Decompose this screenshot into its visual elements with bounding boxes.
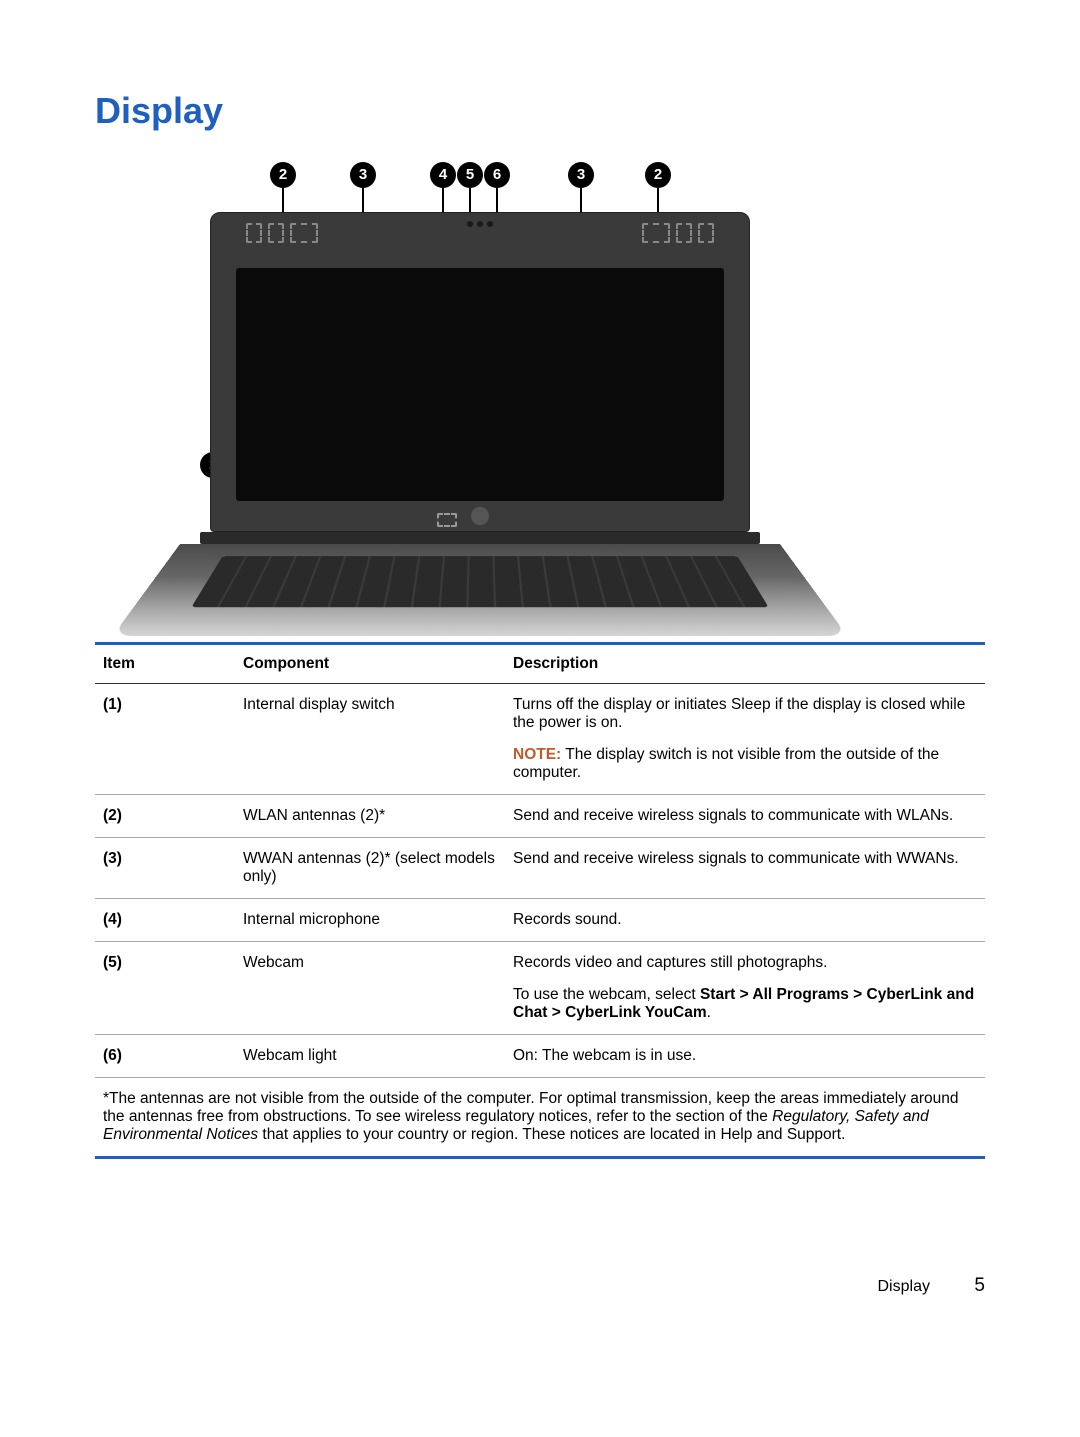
table-footnote: *The antennas are not visible from the o…	[95, 1078, 985, 1158]
cell-description: Records video and captures still photogr…	[505, 942, 985, 1035]
table-row: (3)WWAN antennas (2)* (select models onl…	[95, 838, 985, 899]
callout-badge: 2	[270, 162, 296, 188]
display-switch-marker	[437, 513, 457, 527]
section-heading: Display	[95, 90, 985, 132]
cell-description: Turns off the display or initiates Sleep…	[505, 684, 985, 795]
screen-bezel	[210, 212, 750, 532]
page-number: 5	[974, 1275, 985, 1296]
cell-component: WWAN antennas (2)* (select models only)	[235, 838, 505, 899]
table-row: (6)Webcam lightOn: The webcam is in use.	[95, 1035, 985, 1078]
bezel-logo	[471, 507, 489, 525]
cell-description: Send and receive wireless signals to com…	[505, 795, 985, 838]
cell-component: Webcam	[235, 942, 505, 1035]
webcam-area	[467, 221, 493, 227]
callout-badge: 6	[484, 162, 510, 188]
cell-item: (5)	[95, 942, 235, 1035]
cell-item: (1)	[95, 684, 235, 795]
table-row: (4)Internal microphoneRecords sound.	[95, 899, 985, 942]
antenna-marks-right	[642, 223, 714, 243]
cell-item: (4)	[95, 899, 235, 942]
note-label: NOTE:	[513, 746, 561, 763]
callout-badge: 3	[350, 162, 376, 188]
cell-item: (6)	[95, 1035, 235, 1078]
cell-description: On: The webcam is in use.	[505, 1035, 985, 1078]
table-row: (1)Internal display switchTurns off the …	[95, 684, 985, 795]
cell-component: Internal microphone	[235, 899, 505, 942]
callout-badge: 4	[430, 162, 456, 188]
laptop-illustration	[210, 212, 750, 664]
screen	[236, 268, 724, 501]
page-footer: Display 5	[878, 1275, 986, 1297]
cell-component: Webcam light	[235, 1035, 505, 1078]
keyboard-deck	[180, 544, 780, 664]
table-row: (5)WebcamRecords video and captures stil…	[95, 942, 985, 1035]
callout-badge: 3	[568, 162, 594, 188]
component-table: Item Component Description (1)Internal d…	[95, 642, 985, 1159]
display-diagram: 23456321	[155, 162, 805, 622]
cell-item: (2)	[95, 795, 235, 838]
callout-badge: 5	[457, 162, 483, 188]
cell-component: Internal display switch	[235, 684, 505, 795]
callout-badge: 2	[645, 162, 671, 188]
footer-label: Display	[878, 1278, 930, 1295]
hinge	[200, 532, 760, 544]
table-footnote-row: *The antennas are not visible from the o…	[95, 1078, 985, 1158]
cell-item: (3)	[95, 838, 235, 899]
cell-description: Send and receive wireless signals to com…	[505, 838, 985, 899]
antenna-marks-left	[246, 223, 318, 243]
cell-component: WLAN antennas (2)*	[235, 795, 505, 838]
table-row: (2)WLAN antennas (2)*Send and receive wi…	[95, 795, 985, 838]
cell-description: Records sound.	[505, 899, 985, 942]
